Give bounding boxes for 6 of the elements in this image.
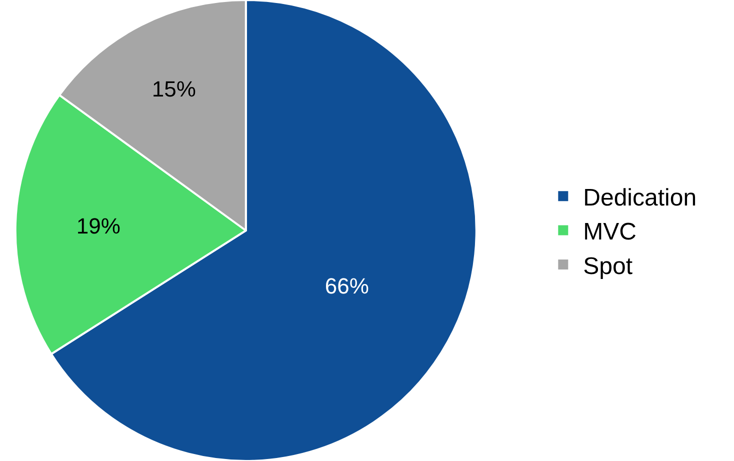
data-label: 66%	[324, 274, 369, 299]
data-label: 19%	[76, 213, 120, 238]
legend-label: Spot	[583, 252, 633, 280]
legend-label: Dedication	[583, 184, 697, 212]
legend-label: MVC	[583, 218, 637, 246]
data-label: 15%	[152, 76, 196, 102]
